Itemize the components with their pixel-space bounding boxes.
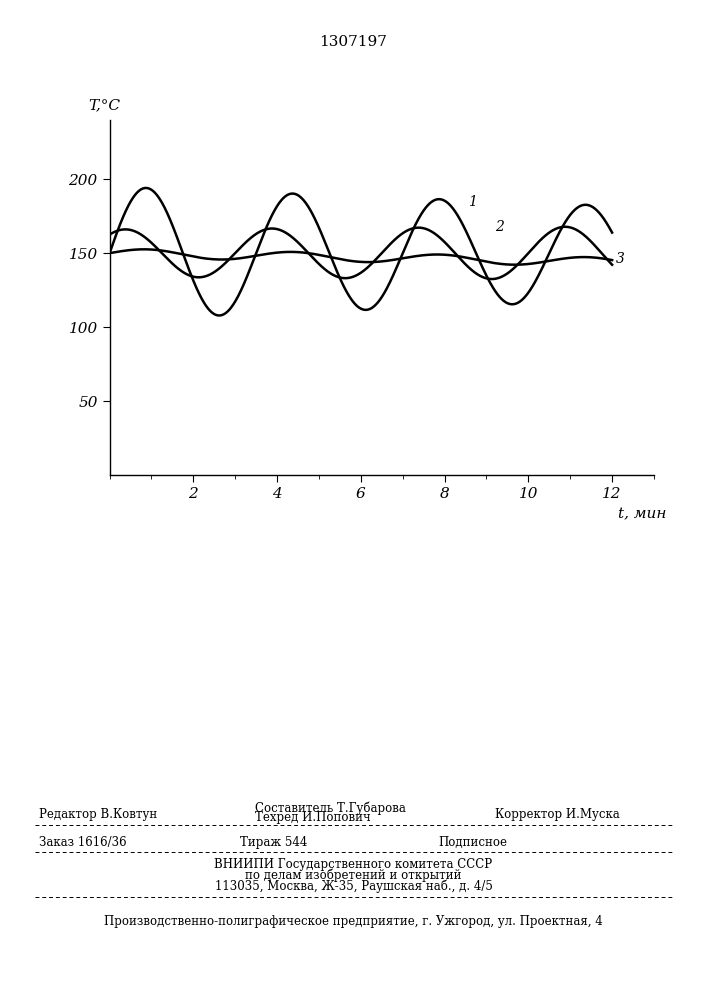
- Text: Редактор В.Ковтун: Редактор В.Ковтун: [39, 808, 157, 821]
- Text: T,°C: T,°C: [88, 99, 121, 113]
- Text: Составитель Т.Губарова: Составитель Т.Губарова: [255, 802, 405, 815]
- Text: ВНИИПИ Государственного комитета СССР: ВНИИПИ Государственного комитета СССР: [214, 858, 493, 871]
- Text: Тираж 544: Тираж 544: [240, 836, 308, 849]
- Text: 1: 1: [467, 195, 477, 209]
- Text: 1307197: 1307197: [320, 35, 387, 49]
- Text: Подписное: Подписное: [438, 836, 508, 849]
- Text: 2: 2: [495, 220, 503, 234]
- Text: Техред И.Попович: Техред И.Попович: [255, 811, 370, 824]
- Text: t, мин: t, мин: [618, 508, 667, 522]
- Text: 113035, Москва, Ж-35, Раушская наб., д. 4/5: 113035, Москва, Ж-35, Раушская наб., д. …: [214, 880, 493, 893]
- Text: Корректор И.Муска: Корректор И.Муска: [495, 808, 619, 821]
- Text: Заказ 1616/36: Заказ 1616/36: [39, 836, 127, 849]
- Text: по делам изобретений и открытий: по делам изобретений и открытий: [245, 868, 462, 882]
- Text: Производственно-полиграфическое предприятие, г. Ужгород, ул. Проектная, 4: Производственно-полиграфическое предприя…: [104, 915, 603, 928]
- Text: 3: 3: [617, 252, 625, 266]
